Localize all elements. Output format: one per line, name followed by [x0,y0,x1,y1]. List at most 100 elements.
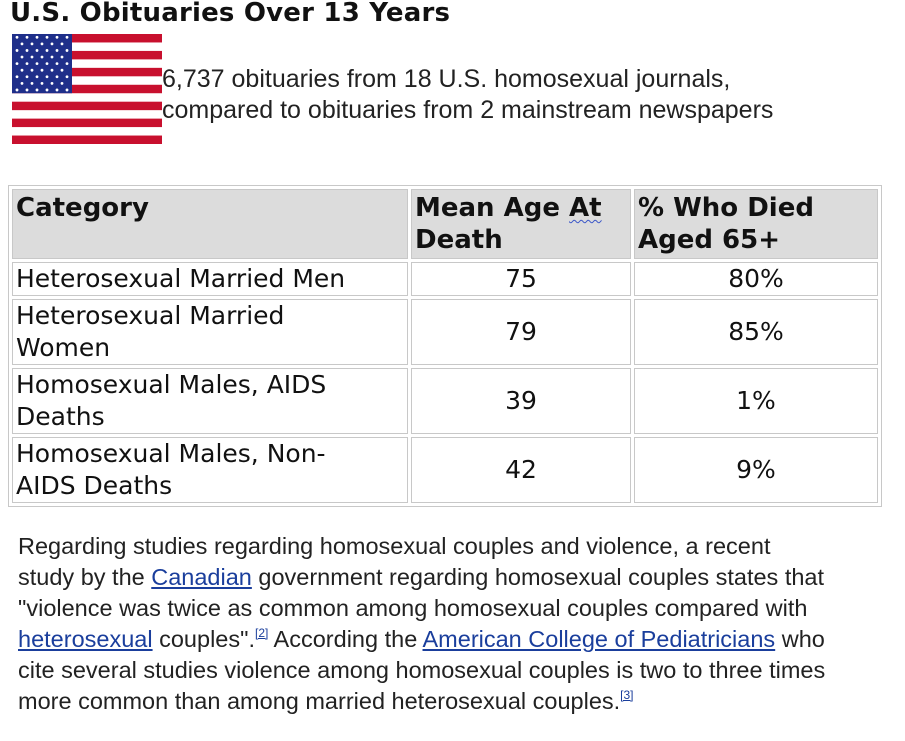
flag-star [35,35,39,39]
flag-star [65,88,69,92]
table-row: Homosexual Males, Non- AIDS Deaths 42 9% [12,437,878,503]
header-category-label: Category [16,193,149,223]
cell-category: Heterosexual Married Women [12,299,408,365]
paragraph-line-6: more common than among married heterosex… [18,686,902,717]
flag-star [50,42,54,46]
flag-star [30,42,34,46]
paragraph-line-2: study by the Canadian government regardi… [18,562,902,593]
link-american-college-of-pediatricians[interactable]: American College of Pediatricians [422,626,776,652]
cell-category: Homosexual Males, Non- AIDS Deaths [12,437,408,503]
flag-star [60,42,64,46]
paragraph-text: According the [268,626,423,652]
header-mean-age-line1: Mean Age At [415,193,602,223]
flag-star [50,55,54,59]
cell-pct-65: 9% [634,437,878,503]
category-text-line1: Homosexual Males, Non- [16,439,326,468]
cell-category: Homosexual Males, AIDS Deaths [12,368,408,434]
paragraph-text: more common than among married heterosex… [18,688,621,714]
flag-star [60,68,64,72]
flag-star [25,88,29,92]
paragraph-line-1: Regarding studies regarding homosexual c… [18,531,902,562]
flag-star [35,75,39,79]
table-row: Homosexual Males, AIDS Deaths 39 1% [12,368,878,434]
body-paragraph: Regarding studies regarding homosexual c… [18,531,902,717]
flag-star [45,35,49,39]
flag-stripe [12,67,162,77]
intro-line-2: compared to obituaries from 2 mainstream… [162,96,774,124]
paragraph-text: cite several studies violence among homo… [18,657,826,683]
cell-pct-65: 80% [634,262,878,296]
flag-star [40,68,44,72]
cell-category: Heterosexual Married Men [12,262,408,296]
flag-star [55,49,59,52]
flag-star [65,35,69,39]
intro-line-1: 6,737 obituaries from 18 U.S. homosexual… [162,65,731,93]
flag-stripe [12,118,162,128]
flag-star [15,62,19,66]
flag-star [40,42,44,46]
flag-star [35,62,39,66]
paragraph-text: "violence was twice as common among homo… [18,595,808,621]
flag-star [45,49,49,52]
flag-stripe [12,135,162,144]
paragraph-line-5: cite several studies violence among homo… [18,655,902,686]
reference-link-3[interactable]: [3] [620,688,634,702]
flag-stripe [12,101,162,111]
flag-star [55,62,59,66]
flag-stripe [12,34,162,43]
table-header-row: Category Mean Age At Death % Who Died Ag… [12,189,878,259]
reference-link-2[interactable]: [2] [254,626,269,640]
category-text-line2: Women [16,333,111,362]
flag-star [25,75,29,79]
flag-star [60,81,64,85]
page-title: U.S. Obituaries Over 13 Years [10,0,451,28]
category-text: Heterosexual Married Men [16,264,346,293]
category-text-line2: AIDS Deaths [16,471,173,500]
header-mean-age: Mean Age At Death [411,189,631,259]
link-heterosexual[interactable]: heterosexual [18,626,153,652]
flag-star [35,49,39,52]
header-mean-age-line2: Death [415,225,503,255]
flag-star [65,62,69,66]
flag-star [50,68,54,72]
flag-star [45,62,49,66]
flag-star [30,68,34,72]
intro-text: 6,737 obituaries from 18 U.S. homosexual… [162,64,902,126]
cell-mean-age: 39 [411,368,631,434]
flag-star [20,42,24,46]
flag-star [45,88,49,92]
reference-3: [3] [620,688,633,702]
obituary-stats-table: Category Mean Age At Death % Who Died Ag… [8,185,882,507]
cell-mean-age: 75 [411,262,631,296]
category-text-line1: Heterosexual Married [16,301,285,330]
paragraph-line-3: "violence was twice as common among homo… [18,593,902,624]
flag-star [40,55,44,59]
flag-star [40,81,44,85]
flag-star [20,55,24,59]
link-canadian[interactable]: Canadian [151,564,252,590]
flag-star [15,75,19,79]
cell-mean-age: 42 [411,437,631,503]
paragraph-text: who [775,626,825,652]
spellcheck-underlined-word: At [569,193,602,223]
header-pct-65-line2: Aged 65+ [638,225,780,255]
category-text-line2: Deaths [16,402,105,431]
paragraph-text: Regarding studies regarding homosexual c… [18,533,771,559]
table-row: Heterosexual Married Men 75 80% [12,262,878,296]
flag-star [25,62,29,66]
cell-mean-age: 79 [411,299,631,365]
paragraph-line-4: heterosexual couples".[2] According the … [18,624,902,655]
flag-star [30,55,34,59]
cell-pct-65: 1% [634,368,878,434]
header-pct-65: % Who Died Aged 65+ [634,189,878,259]
header-mean-age-text: Mean Age [415,193,570,223]
category-text-line1: Homosexual Males, AIDS [16,370,327,399]
flag-star [20,68,24,72]
flag-star [65,75,69,79]
flag-star [25,35,29,39]
header-category: Category [12,189,408,259]
paragraph-text: couples". [152,626,255,652]
flag-stripe [12,50,162,60]
cell-pct-65: 85% [634,299,878,365]
us-flag-icon [12,34,162,144]
